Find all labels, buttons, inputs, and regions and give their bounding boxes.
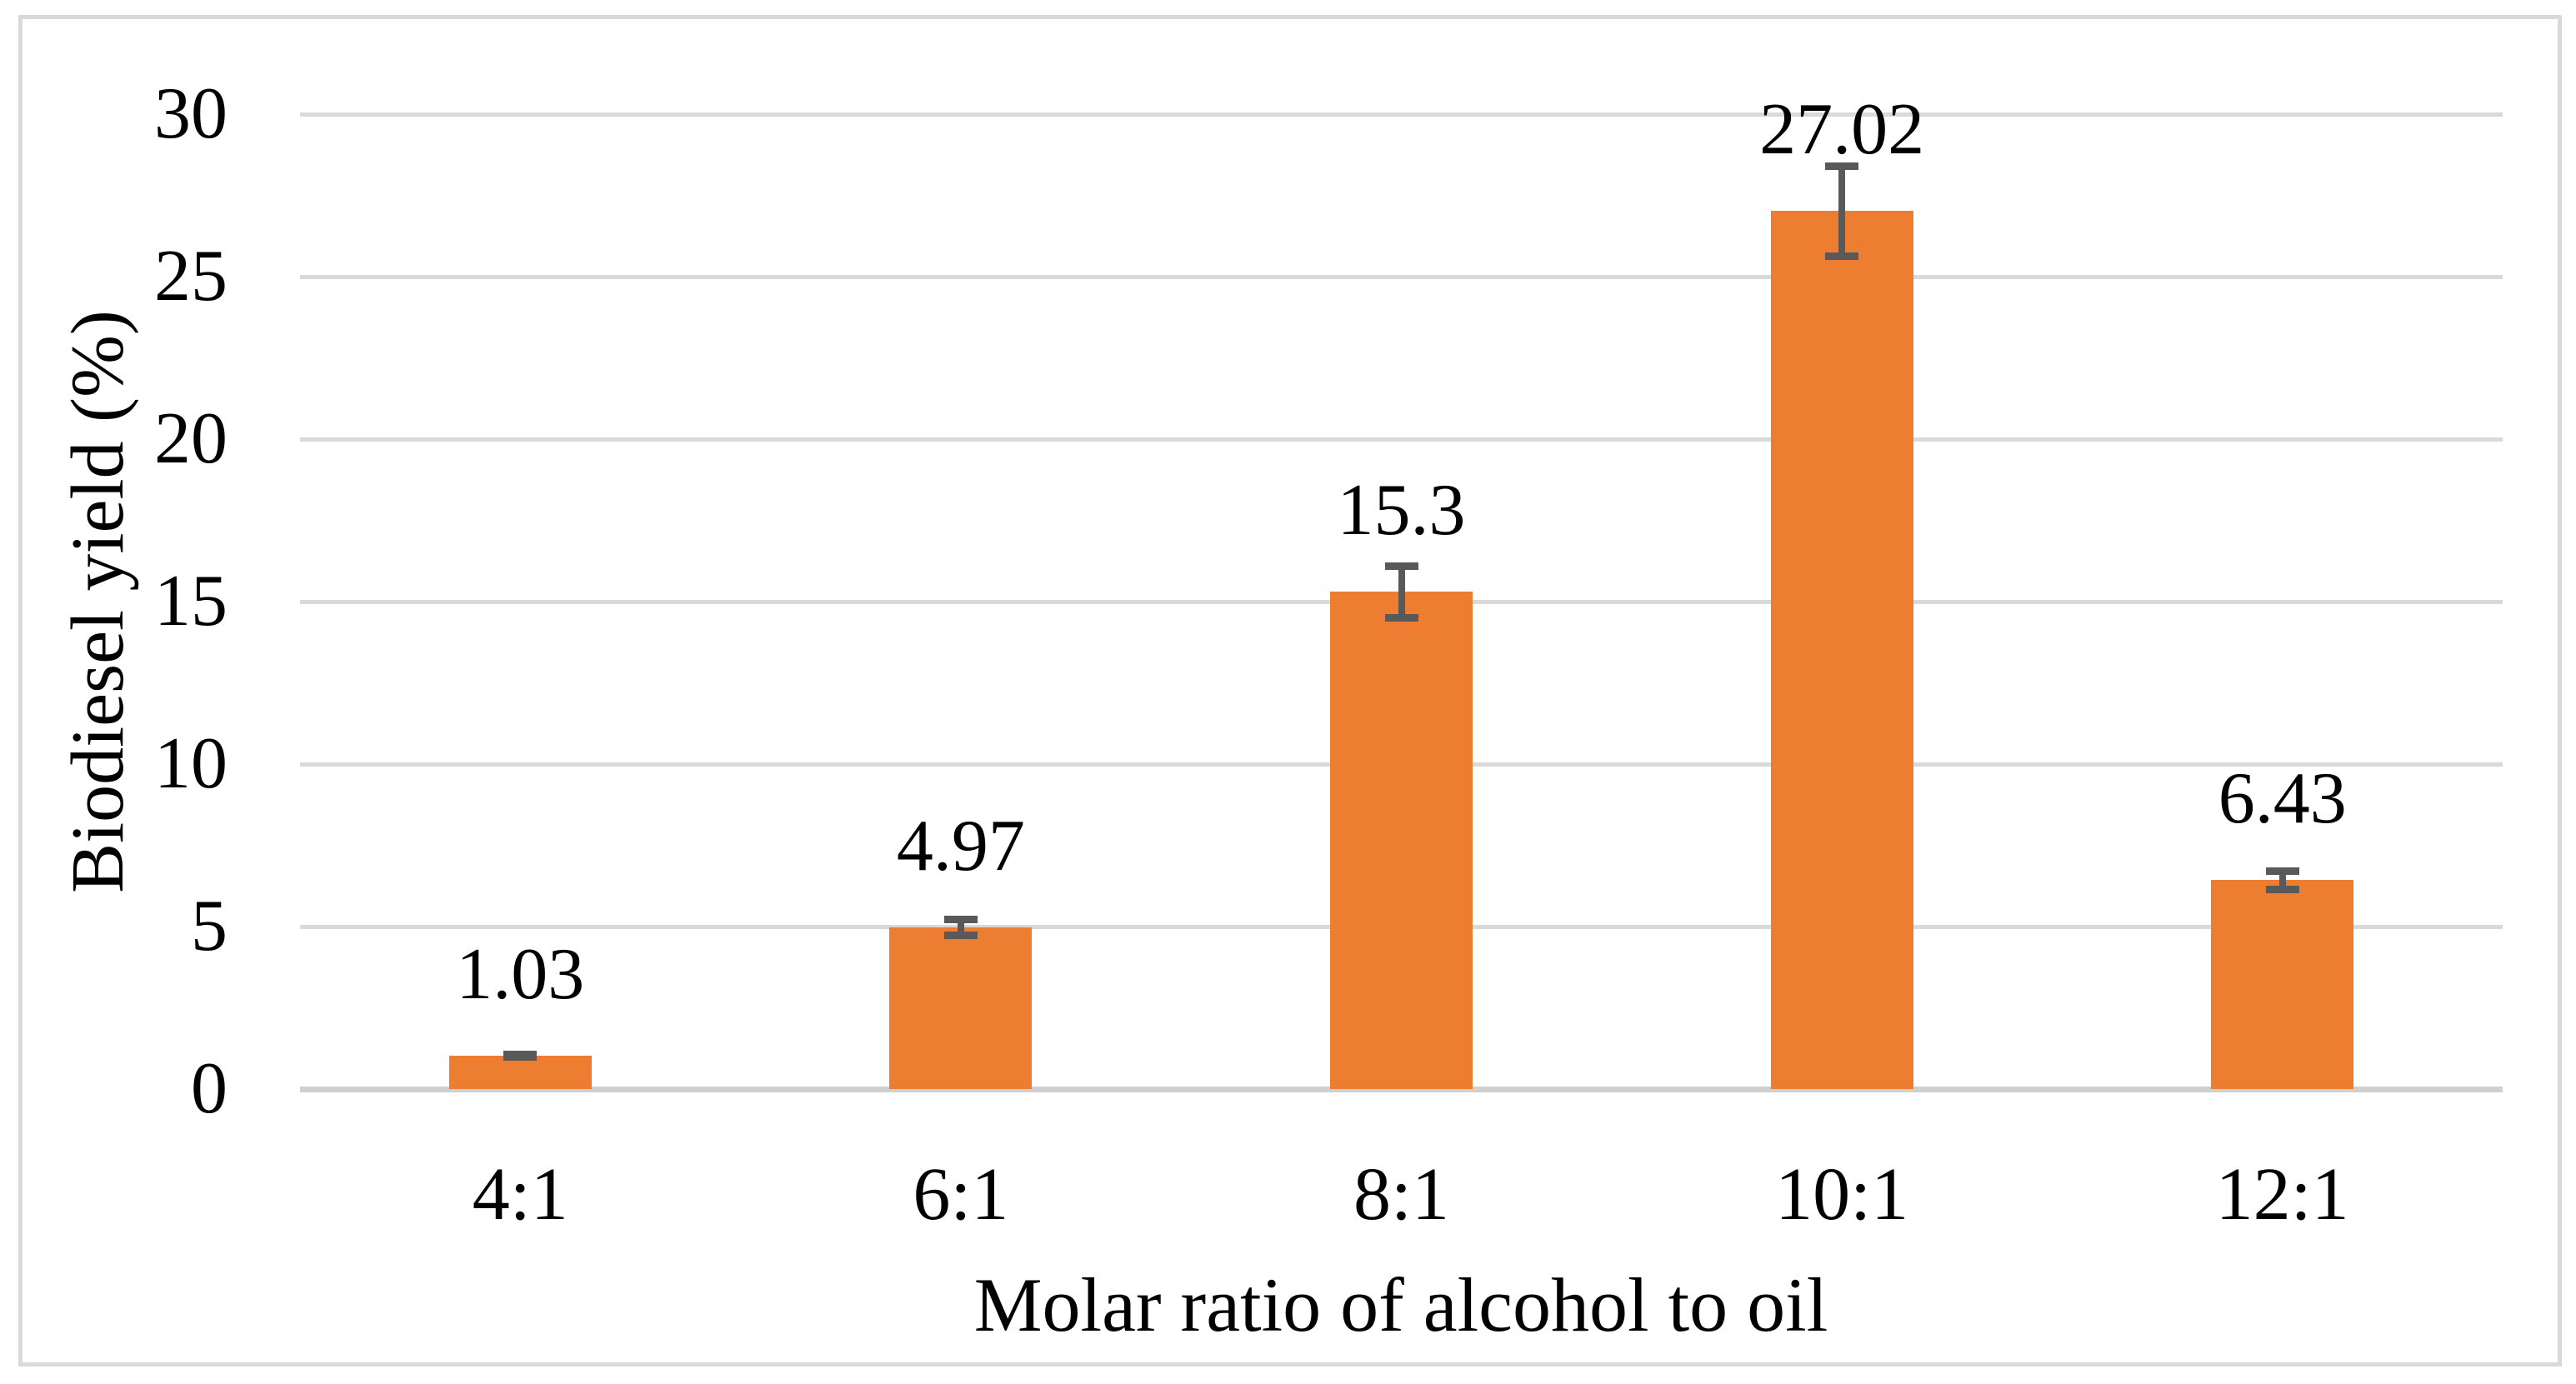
x-tick-label: 6:1 [913, 1153, 1009, 1236]
bar [2211, 880, 2354, 1089]
x-axis-line [300, 1087, 2503, 1092]
error-bar [957, 919, 964, 936]
error-bar-cap [943, 931, 978, 939]
y-tick-label: 30 [154, 73, 228, 154]
error-bar-cap [503, 1052, 538, 1061]
gridline [300, 437, 2503, 442]
bar [889, 927, 1033, 1089]
x-tick-label: 8:1 [1353, 1153, 1449, 1236]
bar-value-label: 27.02 [1759, 89, 1925, 171]
bar [1330, 592, 1473, 1089]
error-bar-cap [1825, 252, 1859, 260]
error-bar-cap [2265, 867, 2299, 875]
y-tick-label: 15 [154, 561, 228, 642]
error-bar-cap [943, 916, 978, 924]
x-axis-title: Molar ratio of alcohol to oil [973, 1262, 1828, 1347]
bar-value-label: 15.3 [1337, 470, 1466, 552]
error-bar [1838, 165, 1846, 257]
error-bar [2278, 870, 2286, 890]
error-bar-cap [2265, 885, 2299, 893]
y-tick-label: 25 [154, 236, 228, 317]
x-tick-label: 12:1 [2215, 1153, 2349, 1236]
gridline [300, 275, 2503, 279]
bar-value-label: 4.97 [896, 806, 1025, 887]
x-tick-label: 10:1 [1775, 1153, 1909, 1236]
y-tick-label: 0 [191, 1048, 228, 1129]
y-tick-label: 5 [191, 886, 228, 967]
bar-value-label: 6.43 [2218, 758, 2347, 840]
chart-frame [18, 15, 2562, 1367]
gridline [300, 112, 2503, 117]
bar [1770, 211, 1913, 1089]
y-tick-label: 10 [154, 723, 228, 804]
y-axis-title: Biodiesel yield (%) [57, 310, 139, 893]
x-tick-label: 4:1 [472, 1153, 568, 1236]
error-bar-cap [1825, 162, 1859, 170]
error-bar-cap [1384, 613, 1418, 622]
error-bar-cap [1384, 562, 1418, 571]
y-tick-label: 20 [154, 398, 228, 479]
error-bar [1398, 566, 1405, 618]
bar [448, 1055, 592, 1089]
bar-value-label: 1.03 [456, 933, 585, 1015]
